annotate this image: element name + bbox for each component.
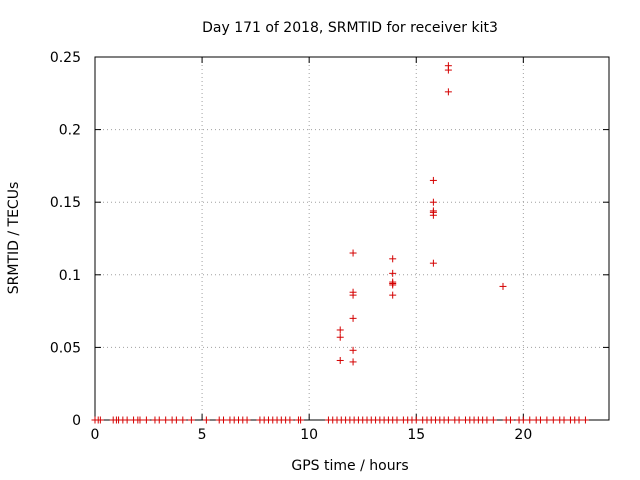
data-point <box>179 416 187 424</box>
data-point <box>202 416 210 424</box>
data-point <box>155 416 163 424</box>
x-tick-label: 5 <box>198 427 207 443</box>
data-point <box>429 207 437 215</box>
x-tick-label: 20 <box>514 427 532 443</box>
data-point <box>243 416 251 424</box>
y-tick-label: 0.25 <box>50 50 81 66</box>
data-point <box>336 326 344 334</box>
data-point <box>483 416 491 424</box>
data-point <box>429 259 437 267</box>
x-tick-label: 15 <box>407 427 425 443</box>
data-point <box>393 416 401 424</box>
data-point <box>389 291 397 299</box>
y-tick-label: 0.15 <box>50 195 81 211</box>
data-point <box>349 346 357 354</box>
y-tick-label: 0.1 <box>59 268 81 284</box>
data-point <box>455 416 463 424</box>
y-axis-label: SRMTID / TECUs <box>6 182 22 295</box>
data-point <box>349 288 357 296</box>
data-point <box>444 416 452 424</box>
data-point <box>286 416 294 424</box>
data-point <box>336 333 344 341</box>
data-point <box>429 176 437 184</box>
y-tick-label: 0 <box>72 413 81 429</box>
data-point <box>162 416 170 424</box>
data-point <box>220 416 227 424</box>
data-point <box>543 416 551 424</box>
data-point <box>549 416 557 424</box>
data-point <box>412 416 420 424</box>
data-point <box>336 356 344 364</box>
data-point <box>499 282 507 290</box>
data-points <box>91 62 589 424</box>
y-tick-label: 0.05 <box>50 340 81 356</box>
data-point <box>349 314 357 322</box>
data-point <box>519 416 527 424</box>
data-point <box>444 62 452 70</box>
data-point <box>349 358 357 366</box>
data-point <box>581 416 589 424</box>
data-point <box>560 416 568 424</box>
chart-title: Day 171 of 2018, SRMTID for receiver kit… <box>202 20 498 36</box>
gridlines <box>95 57 609 420</box>
plot-frame <box>94 56 610 421</box>
data-point <box>536 416 544 424</box>
x-tick-label: 0 <box>91 427 100 443</box>
data-point <box>297 416 305 424</box>
data-point <box>172 416 180 424</box>
data-point <box>389 255 397 263</box>
data-point <box>136 416 144 424</box>
data-point <box>187 416 195 424</box>
data-point <box>123 416 131 424</box>
data-point <box>506 416 514 424</box>
data-point <box>444 88 452 96</box>
data-point <box>489 416 497 424</box>
x-tick-label: 10 <box>300 427 318 443</box>
data-point <box>96 416 104 424</box>
data-point <box>526 416 534 424</box>
data-point <box>575 416 583 424</box>
axis-ticks: 0 5 10 15 20 0 0.05 0.1 0.15 0.2 0.25 <box>50 50 609 443</box>
data-point <box>429 198 437 206</box>
data-point <box>142 416 150 424</box>
data-point <box>389 269 397 277</box>
y-tick-label: 0.2 <box>59 123 81 139</box>
data-point <box>349 249 357 257</box>
data-point <box>389 278 397 286</box>
x-axis-label: GPS time / hours <box>291 458 408 474</box>
